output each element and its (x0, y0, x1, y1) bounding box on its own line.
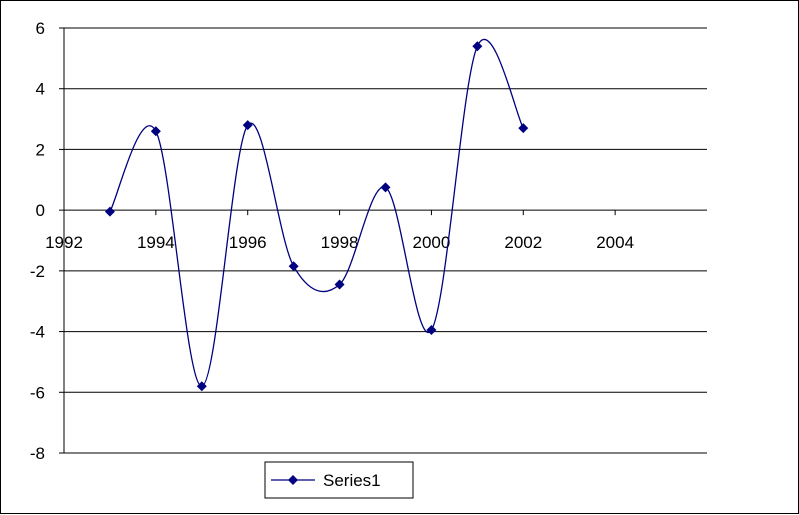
legend-series-marker (288, 475, 298, 485)
data-point-marker (196, 381, 207, 392)
data-point-marker (150, 126, 161, 137)
y-tick-label: 6 (36, 19, 45, 38)
data-point-marker (334, 279, 345, 290)
tick-labels: 6 4 2 0 -2 -4 -6 -8 1992 1994 1996 1998 2000 2002 2004 (30, 19, 634, 463)
x-tick-label: 2004 (596, 233, 634, 252)
legend-series-label: Series1 (323, 471, 381, 490)
x-tick-label: 1996 (229, 233, 267, 252)
data-point-marker (104, 206, 115, 217)
y-tick-label: -8 (30, 444, 45, 463)
x-tick-label: 1994 (137, 233, 175, 252)
x-tick-label: 1992 (45, 233, 83, 252)
data-point-marker (472, 41, 483, 52)
data-point-marker (380, 182, 391, 193)
data-point-marker (426, 325, 437, 336)
y-tick-label: -4 (30, 323, 45, 342)
x-tick-label: 1998 (321, 233, 359, 252)
x-tick-label: 2000 (413, 233, 451, 252)
data-point-marker (242, 120, 253, 131)
y-tick-label: -2 (30, 262, 45, 281)
series-line (109, 38, 524, 387)
data-point-marker (288, 261, 299, 272)
data-point-marker (518, 123, 529, 134)
series-layer (104, 38, 529, 392)
y-tick-label: 0 (36, 201, 45, 220)
y-tick-label: -6 (30, 383, 45, 402)
legend: Series1 (264, 461, 414, 499)
gridlines (64, 27, 707, 454)
x-tick-label: 2002 (504, 233, 542, 252)
y-tick-label: 2 (36, 140, 45, 159)
y-tick-label: 4 (36, 80, 45, 99)
